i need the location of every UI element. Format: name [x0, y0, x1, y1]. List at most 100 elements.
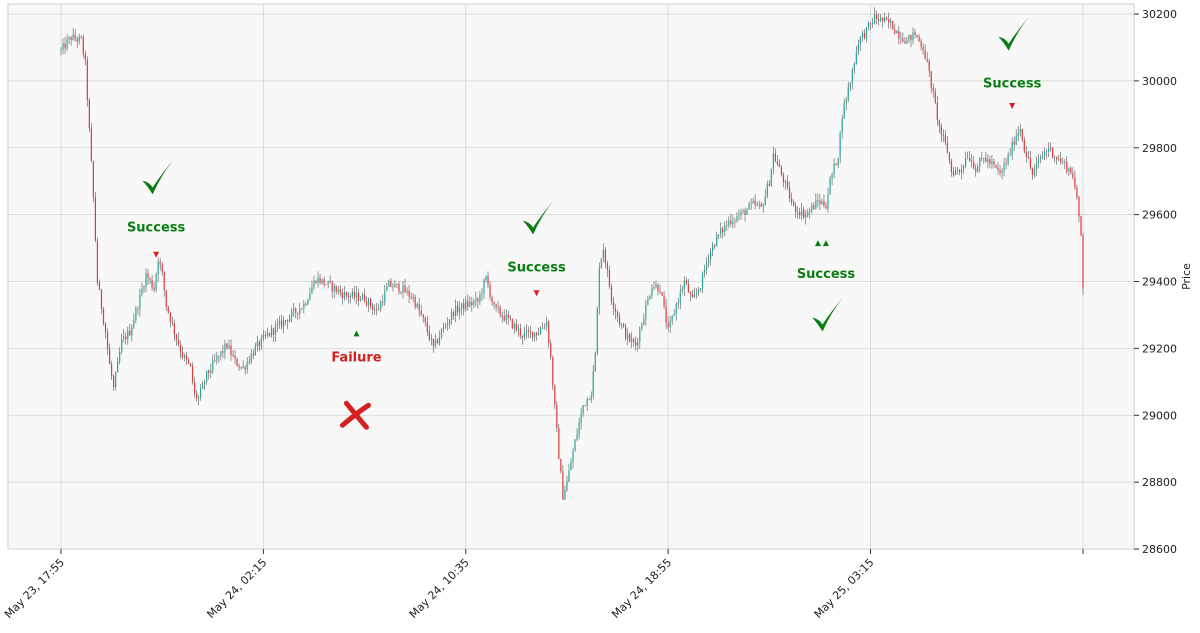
- candle-body: [552, 357, 554, 386]
- candle-body: [900, 38, 902, 40]
- candle-body: [74, 34, 76, 40]
- candle-body: [914, 32, 916, 35]
- candle-body: [873, 14, 876, 24]
- candle-body: [280, 320, 283, 327]
- candle-body: [722, 228, 724, 233]
- candle-body: [997, 167, 999, 171]
- candle-body: [329, 281, 331, 283]
- candle-body: [349, 296, 352, 298]
- candle-body: [102, 308, 105, 324]
- candle-body: [908, 34, 910, 40]
- checkmark-shape: [998, 16, 1030, 51]
- candle-body: [635, 342, 637, 346]
- candle-body: [446, 323, 449, 326]
- candle-body: [993, 161, 995, 165]
- candle-body: [98, 282, 101, 290]
- candle-body: [125, 336, 127, 340]
- candle-body: [999, 170, 1001, 173]
- candle-body: [973, 161, 975, 169]
- candle-body: [902, 38, 904, 42]
- candle-body: [145, 273, 147, 287]
- candle-body: [689, 292, 691, 295]
- candle-body: [303, 304, 305, 309]
- candle-body: [633, 339, 635, 343]
- candle-body: [491, 297, 493, 303]
- candle-body: [264, 335, 267, 336]
- candle-body: [1017, 132, 1019, 136]
- candle-body: [521, 335, 524, 338]
- cross-icon: [339, 400, 371, 430]
- candle-body: [707, 258, 710, 263]
- success-label: Success: [797, 267, 856, 282]
- candle-body: [509, 317, 511, 319]
- candle-body: [357, 292, 360, 301]
- candle-body: [693, 294, 696, 298]
- candle-body: [513, 323, 515, 329]
- candle-body: [576, 434, 578, 440]
- candle-body: [602, 249, 604, 259]
- candle-body: [598, 268, 600, 308]
- candle-body: [222, 351, 224, 353]
- candle-body: [1056, 157, 1058, 160]
- candle-body: [975, 168, 977, 172]
- candle-body: [904, 41, 906, 44]
- candle-body: [641, 324, 643, 330]
- candle-body: [714, 245, 716, 247]
- candle-body: [760, 203, 762, 207]
- candle-body: [659, 291, 661, 293]
- candle-body: [815, 200, 817, 209]
- candle-body: [606, 263, 609, 270]
- candle-body: [475, 298, 477, 302]
- candle-body: [671, 315, 673, 322]
- candle-body: [580, 412, 582, 423]
- candle-body: [1023, 139, 1025, 152]
- candle-body: [463, 303, 465, 310]
- candle-body: [631, 339, 633, 342]
- candle-body: [228, 345, 230, 348]
- candle-body: [849, 82, 851, 88]
- candle-body: [940, 125, 942, 135]
- candle-body: [141, 289, 143, 295]
- candle-body: [936, 102, 938, 121]
- candle-body: [440, 329, 443, 338]
- candle-body: [859, 36, 861, 45]
- candle-body: [774, 153, 776, 162]
- candle-body: [724, 225, 726, 233]
- candle-body: [198, 397, 200, 399]
- candle-body: [287, 320, 289, 322]
- candle-body: [1013, 141, 1015, 145]
- candle-body: [906, 39, 908, 44]
- candle-body: [214, 360, 216, 361]
- candle-body: [161, 264, 163, 273]
- candle-body: [629, 334, 631, 342]
- candle-body: [1068, 168, 1070, 172]
- candle-body: [305, 304, 307, 305]
- candle-body: [115, 372, 117, 387]
- candle-body: [726, 225, 728, 226]
- candle-body: [133, 320, 135, 328]
- candle-body: [847, 87, 849, 101]
- candle-body: [703, 269, 706, 273]
- candle-body: [1027, 156, 1029, 159]
- candle-body: [311, 287, 313, 294]
- candle-body: [127, 330, 129, 340]
- candle-body: [297, 312, 299, 315]
- candle-body: [1003, 163, 1005, 171]
- candle-body: [72, 34, 74, 40]
- candle-body: [1058, 158, 1060, 160]
- candle-body: [100, 289, 103, 309]
- candle-body: [206, 370, 208, 382]
- candle-body: [202, 383, 204, 389]
- candle-body: [967, 158, 969, 159]
- candle-body: [493, 302, 495, 305]
- candle-body: [434, 339, 437, 347]
- candle-body: [843, 103, 845, 119]
- candle-body: [363, 294, 366, 302]
- candle-body: [355, 292, 358, 298]
- candle-body: [208, 370, 210, 373]
- candle-body: [499, 307, 501, 315]
- candle-body: [784, 181, 787, 183]
- candle-body: [825, 205, 827, 209]
- candle-body: [772, 153, 774, 170]
- candle-body: [540, 328, 542, 334]
